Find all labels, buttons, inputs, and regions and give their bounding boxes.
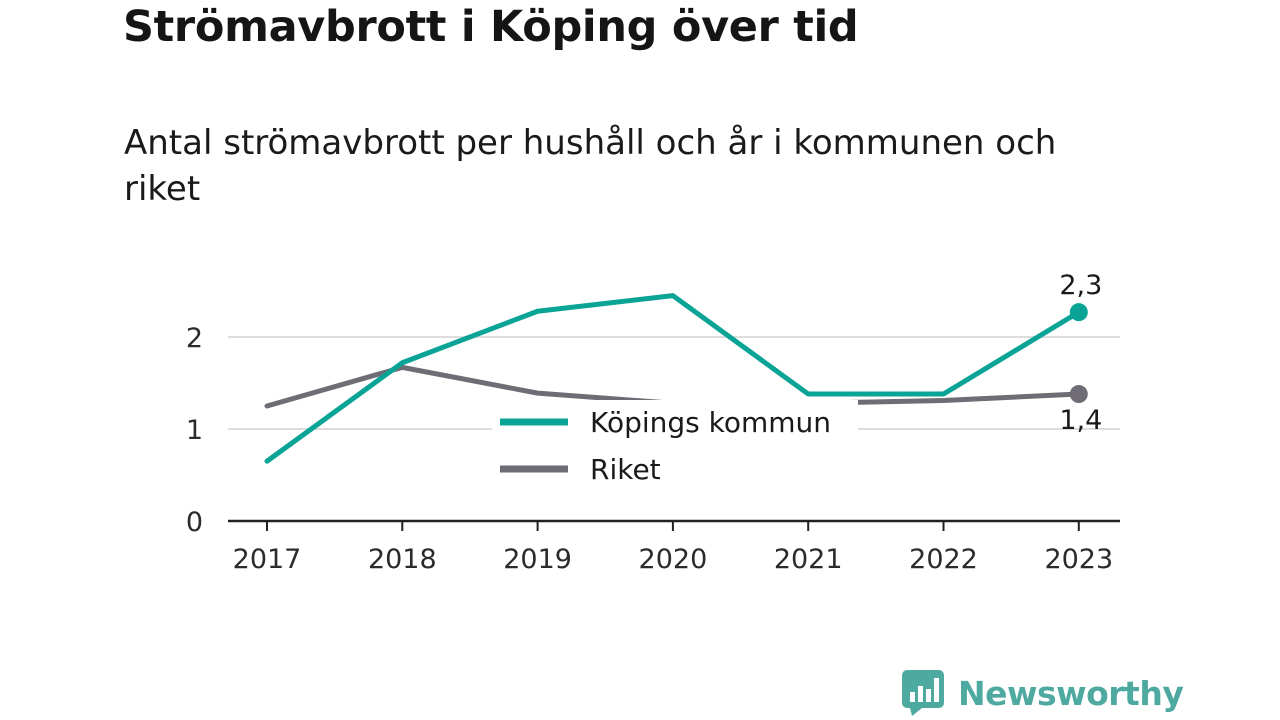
newsworthy-icon bbox=[902, 670, 944, 716]
x-tick-label: 2021 bbox=[774, 544, 843, 575]
series-line-kommun bbox=[264, 293, 1082, 464]
x-tick-label: 2017 bbox=[233, 544, 302, 575]
brand-name: Newsworthy bbox=[958, 673, 1184, 713]
end-label-riket: 1,4 bbox=[1059, 405, 1102, 436]
legend-label: Köpings kommun bbox=[590, 406, 831, 439]
x-tick-label: 2020 bbox=[639, 544, 708, 575]
legend-background bbox=[492, 400, 858, 496]
endpoint-kommun bbox=[1069, 303, 1088, 322]
legend-label: Riket bbox=[590, 453, 661, 486]
y-tick-label: 1 bbox=[186, 415, 203, 446]
endpoint-riket bbox=[1069, 385, 1088, 404]
chart-subtitle: Antal strömavbrott per hushåll och år i … bbox=[124, 123, 1057, 209]
x-tick-label: 2023 bbox=[1044, 544, 1113, 575]
y-tick-label: 2 bbox=[186, 323, 203, 354]
x-tick-label: 2018 bbox=[368, 544, 437, 575]
end-label-kommun: 2,3 bbox=[1059, 270, 1102, 301]
x-tick-label: 2019 bbox=[503, 544, 572, 575]
y-tick-label: 0 bbox=[186, 507, 203, 538]
newsworthy-logo: Newsworthy bbox=[902, 670, 1184, 716]
chart-title: Strömavbrott i Köping över tid bbox=[123, 2, 859, 52]
x-tick-label: 2022 bbox=[909, 544, 978, 575]
